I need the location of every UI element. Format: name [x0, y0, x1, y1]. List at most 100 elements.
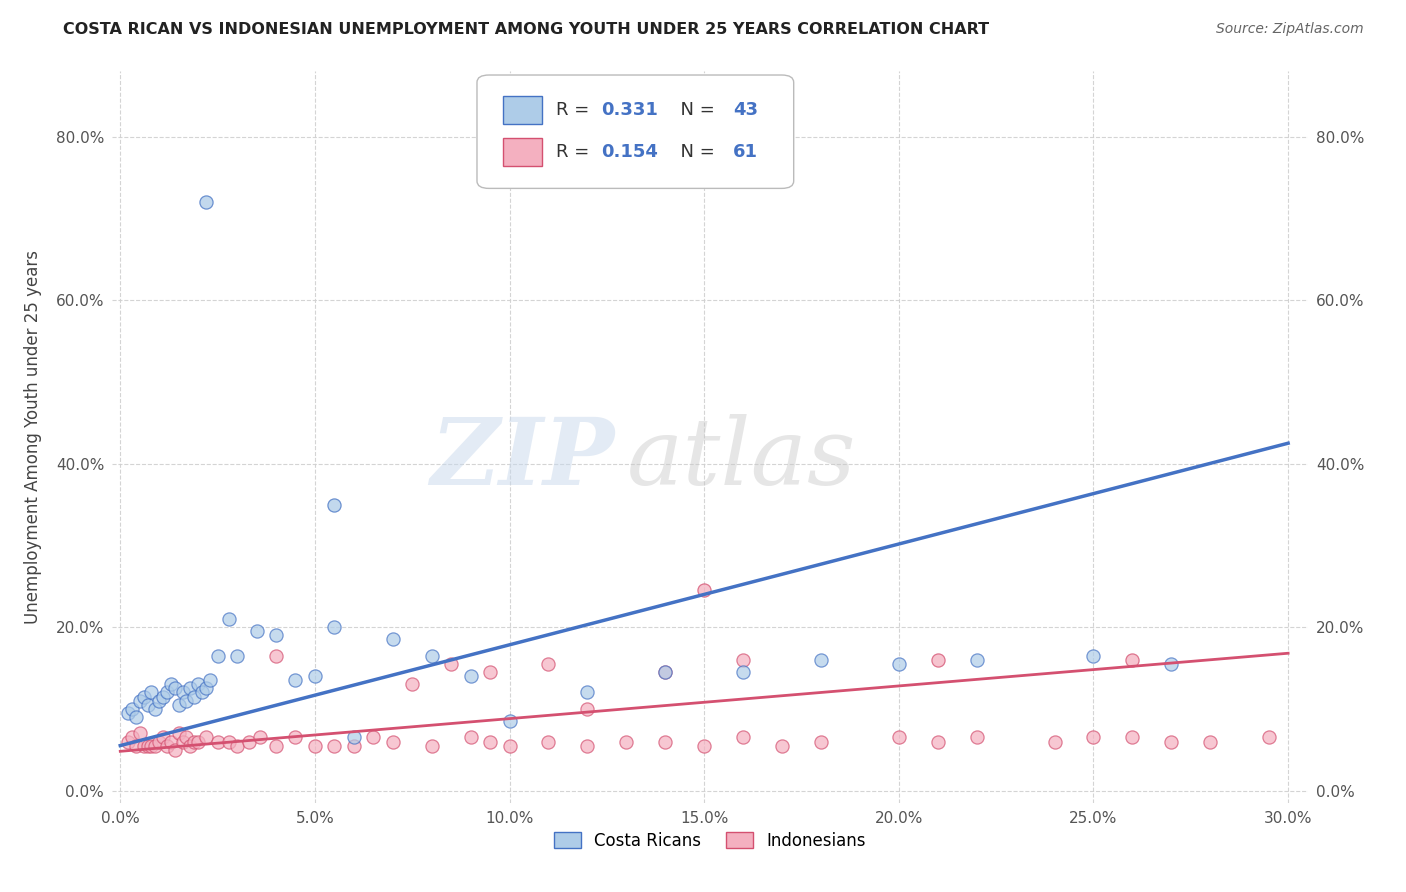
Point: [381, 632, 404, 647]
Point: [163, 681, 186, 696]
Point: [160, 677, 183, 691]
Point: [576, 685, 599, 699]
Text: Source: ZipAtlas.com: Source: ZipAtlas.com: [1216, 22, 1364, 37]
Point: [160, 734, 183, 748]
Point: [284, 673, 307, 688]
Point: [121, 702, 143, 716]
Point: [117, 734, 139, 748]
Text: 43: 43: [733, 101, 758, 120]
Point: [440, 657, 463, 671]
Point: [420, 648, 443, 663]
Point: [343, 731, 366, 745]
Point: [1121, 731, 1143, 745]
Point: [141, 685, 163, 699]
Point: [733, 665, 755, 679]
Point: [132, 739, 155, 753]
Point: [887, 657, 910, 671]
Point: [207, 648, 229, 663]
Point: [323, 498, 346, 512]
Point: [226, 739, 249, 753]
Point: [156, 739, 179, 753]
FancyBboxPatch shape: [477, 75, 794, 188]
Point: [284, 731, 307, 745]
Point: [148, 693, 170, 707]
Point: [479, 734, 502, 748]
Point: [1257, 731, 1279, 745]
Point: [479, 665, 502, 679]
Point: [363, 731, 385, 745]
Point: [218, 734, 240, 748]
Point: [194, 681, 217, 696]
Point: [654, 734, 676, 748]
Point: [125, 739, 148, 753]
Point: [176, 731, 198, 745]
Point: [249, 731, 271, 745]
Point: [343, 739, 366, 753]
Point: [136, 698, 159, 712]
Point: [264, 628, 287, 642]
Point: [304, 739, 326, 753]
Point: [420, 739, 443, 753]
Point: [1083, 648, 1105, 663]
Point: [187, 734, 209, 748]
Point: [576, 702, 599, 716]
Point: [128, 726, 150, 740]
Point: [167, 698, 190, 712]
Point: [1083, 731, 1105, 745]
Legend: Costa Ricans, Indonesians: Costa Ricans, Indonesians: [547, 825, 873, 856]
Point: [770, 739, 793, 753]
Point: [887, 731, 910, 745]
Point: [927, 734, 949, 748]
Point: [207, 734, 229, 748]
Point: [323, 620, 346, 634]
Point: [654, 665, 676, 679]
Point: [194, 195, 217, 210]
Point: [693, 583, 716, 598]
Point: [810, 734, 832, 748]
Point: [179, 681, 201, 696]
Point: [117, 706, 139, 720]
Point: [163, 742, 186, 756]
Text: COSTA RICAN VS INDONESIAN UNEMPLOYMENT AMONG YOUTH UNDER 25 YEARS CORRELATION CH: COSTA RICAN VS INDONESIAN UNEMPLOYMENT A…: [63, 22, 990, 37]
Point: [125, 710, 148, 724]
Point: [733, 731, 755, 745]
Point: [304, 669, 326, 683]
Text: R =: R =: [555, 143, 595, 161]
Text: N =: N =: [669, 143, 721, 161]
Point: [693, 739, 716, 753]
Point: [1043, 734, 1066, 748]
Point: [498, 739, 520, 753]
Point: [194, 731, 217, 745]
Point: [187, 677, 209, 691]
Point: [245, 624, 267, 639]
Point: [498, 714, 520, 728]
Point: [401, 677, 423, 691]
Point: [198, 673, 221, 688]
Point: [1121, 653, 1143, 667]
Point: [143, 702, 166, 716]
Point: [148, 734, 170, 748]
Point: [460, 669, 482, 683]
Point: [132, 690, 155, 704]
Point: [654, 665, 676, 679]
Point: [238, 734, 260, 748]
Point: [264, 648, 287, 663]
Point: [810, 653, 832, 667]
Point: [966, 731, 988, 745]
Y-axis label: Unemployment Among Youth under 25 years: Unemployment Among Youth under 25 years: [24, 250, 42, 624]
Point: [172, 685, 194, 699]
Text: ZIP: ZIP: [430, 414, 614, 504]
Point: [1160, 734, 1182, 748]
Point: [537, 657, 560, 671]
Point: [191, 685, 214, 699]
Text: atlas: atlas: [627, 414, 856, 504]
Text: N =: N =: [669, 101, 721, 120]
Point: [183, 690, 205, 704]
Point: [172, 734, 194, 748]
Point: [966, 653, 988, 667]
Point: [576, 739, 599, 753]
Point: [121, 731, 143, 745]
Text: 61: 61: [733, 143, 758, 161]
Point: [152, 731, 174, 745]
Point: [226, 648, 249, 663]
